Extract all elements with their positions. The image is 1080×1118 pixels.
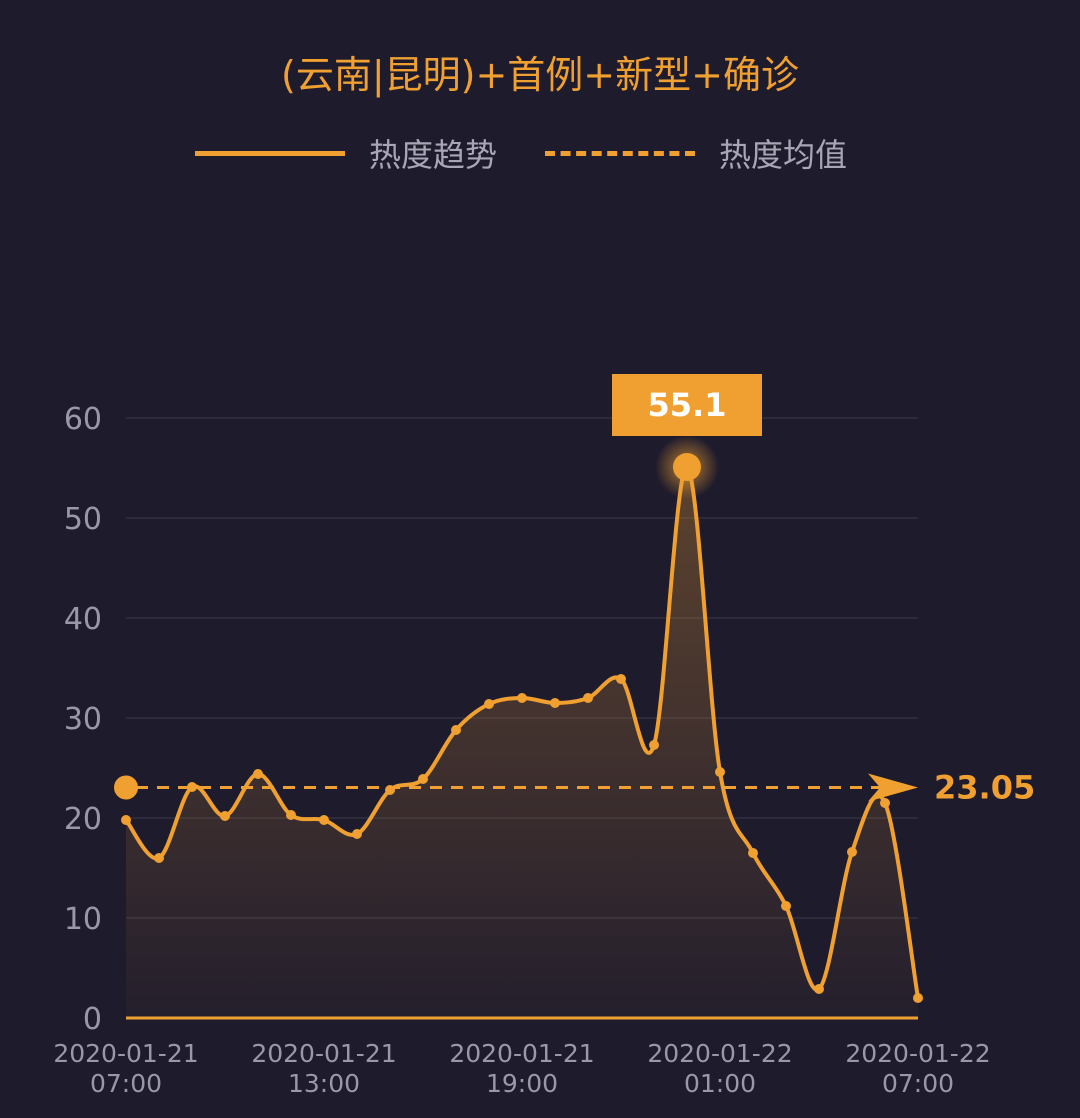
legend-solid-line-icon bbox=[195, 150, 345, 156]
x-tick-time-2: 19:00 bbox=[486, 1069, 558, 1098]
legend: 热度趋势 热度均值 bbox=[0, 128, 1080, 178]
data-point-20 bbox=[781, 901, 791, 911]
data-point-13 bbox=[550, 698, 560, 708]
x-tick-time-3: 01:00 bbox=[684, 1069, 756, 1098]
data-point-12 bbox=[517, 693, 527, 703]
data-point-22 bbox=[847, 847, 857, 857]
data-point-8 bbox=[385, 785, 395, 795]
y-tick-label-60: 60 bbox=[64, 402, 102, 437]
data-point-7 bbox=[352, 829, 362, 839]
x-tick-time-0: 07:00 bbox=[90, 1069, 162, 1098]
chart-title: (云南|昆明)+首例+新型+确诊 bbox=[281, 53, 799, 97]
data-point-11 bbox=[484, 699, 494, 709]
peak-value-label: 55.1 bbox=[648, 386, 727, 424]
average-start-dot bbox=[114, 775, 138, 800]
data-point-14 bbox=[583, 693, 593, 703]
data-point-16 bbox=[649, 740, 659, 750]
data-point-5 bbox=[286, 810, 296, 820]
trend-area-fill bbox=[126, 466, 918, 1018]
data-point-10 bbox=[451, 725, 461, 735]
data-point-15 bbox=[616, 674, 626, 684]
legend-item-trend[interactable]: 热度趋势 bbox=[195, 128, 497, 178]
data-point-4 bbox=[253, 769, 263, 779]
peak-point bbox=[673, 453, 701, 481]
data-point-3 bbox=[220, 811, 230, 821]
y-tick-label-30: 30 bbox=[64, 702, 102, 737]
peak-annotation: 55.1 bbox=[612, 374, 762, 499]
data-point-0 bbox=[121, 815, 131, 825]
legend-dashed-line-icon bbox=[545, 150, 695, 156]
data-point-21 bbox=[814, 984, 824, 994]
data-point-6 bbox=[319, 815, 329, 825]
x-tick-time-4: 07:00 bbox=[882, 1069, 954, 1098]
peak-label-box bbox=[612, 374, 762, 436]
data-point-2 bbox=[187, 782, 197, 792]
data-point-23 bbox=[880, 798, 890, 808]
y-tick-label-20: 20 bbox=[64, 802, 102, 837]
y-tick-label-50: 50 bbox=[64, 502, 102, 537]
legend-average-label: 热度均值 bbox=[719, 136, 848, 174]
y-tick-label-40: 40 bbox=[64, 602, 102, 637]
x-tick-date-0: 2020-01-21 bbox=[53, 1039, 198, 1068]
y-tick-label-0: 0 bbox=[83, 1002, 102, 1037]
x-tick-date-1: 2020-01-21 bbox=[251, 1039, 396, 1068]
data-point-18 bbox=[715, 767, 725, 777]
x-tick-time-1: 13:00 bbox=[288, 1069, 360, 1098]
data-point-24 bbox=[913, 993, 923, 1003]
data-point-1 bbox=[154, 853, 164, 863]
x-tick-date-3: 2020-01-22 bbox=[647, 1039, 792, 1068]
x-tick-date-2: 2020-01-21 bbox=[449, 1039, 594, 1068]
data-point-19 bbox=[748, 848, 758, 858]
trend-points bbox=[121, 674, 923, 1003]
x-axis-ticks: 2020-01-2107:002020-01-2113:002020-01-21… bbox=[53, 1039, 990, 1098]
y-axis-ticks: 0 10 20 30 40 50 60 bbox=[64, 402, 102, 1037]
data-point-9 bbox=[418, 774, 428, 784]
legend-item-average[interactable]: 热度均值 bbox=[545, 128, 847, 178]
legend-trend-label: 热度趋势 bbox=[369, 136, 498, 174]
x-tick-date-4: 2020-01-22 bbox=[845, 1039, 990, 1068]
average-value-label: 23.05 bbox=[934, 769, 1035, 807]
y-tick-label-10: 10 bbox=[64, 902, 102, 937]
